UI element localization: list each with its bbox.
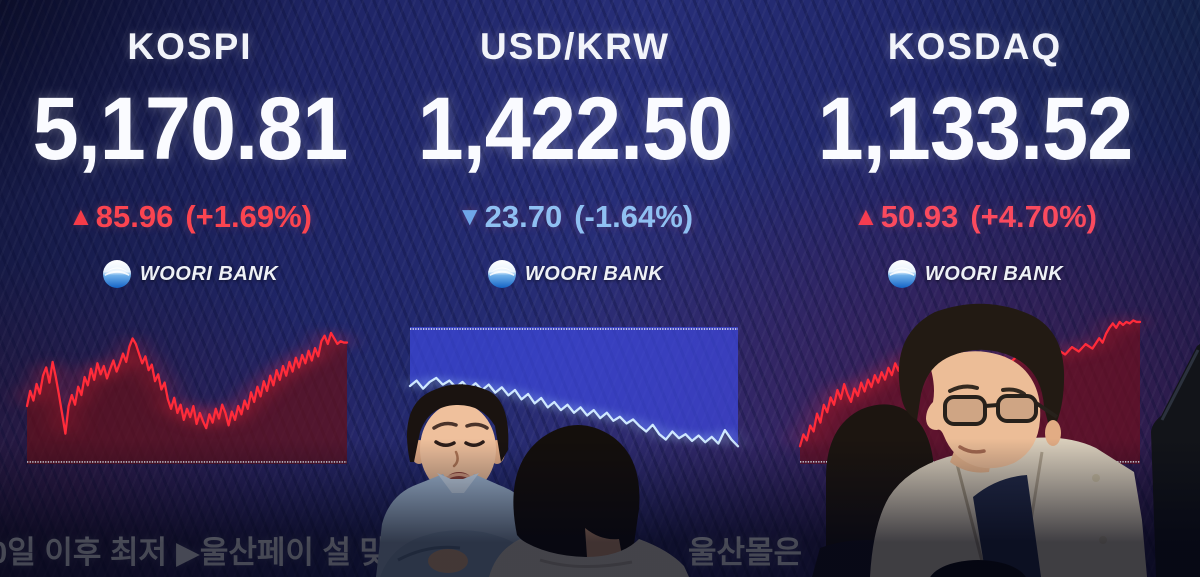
woori-bank-logo: WOORI BANK: [785, 258, 1165, 290]
index-panel-usdkrw: USD/KRW 1,422.50 ▼23.70 (-1.64%) WOORI BA…: [395, 0, 755, 310]
hair: [898, 303, 1065, 434]
change-percent: (+4.70%): [970, 199, 1097, 234]
woori-bank-logo: WOORI BANK: [395, 258, 755, 290]
person-smiling-silhouette: [376, 384, 543, 577]
woori-bank-wordmark: WOORI BANK: [139, 262, 279, 285]
nose: [452, 450, 459, 468]
jacket-button: [1092, 474, 1100, 482]
monitor-silhouette: [1151, 344, 1200, 577]
change-amount: 85.96: [95, 199, 174, 234]
eyebrow: [432, 421, 458, 430]
index-panel-kospi: KOSPI 5,170.81 ▲85.96 (+1.69%) WOORI BANK: [10, 0, 370, 310]
monitor-edge-highlight: [1160, 349, 1200, 421]
sleeve-fold: [397, 545, 461, 562]
woori-bank-wordmark: WOORI BANK: [524, 262, 664, 285]
jacket-button: [1099, 536, 1107, 544]
eyebrow: [1001, 387, 1026, 396]
ticker-text-segment: 0일 이후 최저: [0, 535, 168, 570]
glasses-left-lens: [943, 395, 987, 426]
up-triangle-icon: ▲: [853, 201, 879, 231]
ear: [1045, 420, 1061, 446]
glasses-right-lens: [996, 394, 1038, 423]
up-triangle-icon: ▲: [68, 201, 94, 231]
change-percent: (-1.64%): [574, 199, 694, 234]
person-glasses-silhouette: [870, 303, 1147, 577]
hand: [428, 549, 468, 573]
index-value: 1,133.52: [817, 78, 1134, 178]
ticker-text-segment: 울산몰은: [688, 535, 803, 570]
woori-bank-mark-icon: [887, 260, 916, 288]
change-amount: 23.70: [484, 199, 563, 234]
index-change-row: ▲85.96 (+1.69%): [10, 199, 370, 235]
kospi-intraday-chart: [27, 326, 347, 464]
hair: [513, 425, 640, 559]
smiling-eye: [434, 440, 456, 447]
index-panel-kosdaq: KOSDAQ 1,133.52 ▲50.93 (+4.70%) WOORI BAN…: [785, 0, 1165, 310]
usdkrw-intraday-chart: [410, 327, 738, 461]
glasses-bridge: [984, 403, 999, 408]
smiling-eye: [464, 440, 485, 447]
person-back-turned-silhouette: [489, 425, 689, 577]
index-name: KOSDAQ: [887, 26, 1063, 67]
hair: [407, 384, 509, 462]
mouth: [958, 445, 986, 454]
index-value: 1,422.50: [417, 78, 734, 178]
eyebrow: [948, 384, 979, 393]
inner-navy-shirt: [973, 475, 1041, 577]
down-triangle-icon: ▼: [456, 201, 483, 231]
sweater-fold: [539, 558, 633, 568]
woori-bank-wordmark: WOORI BANK: [924, 262, 1064, 285]
woori-bank-mark-icon: [487, 260, 516, 288]
index-value: 5,170.81: [32, 78, 349, 178]
woori-bank-logo: WOORI BANK: [10, 258, 370, 290]
sweater: [489, 539, 689, 577]
index-name: KOSPI: [127, 26, 253, 67]
index-change-row: ▼23.70 (-1.64%): [395, 199, 755, 235]
shirt-collar: [437, 473, 479, 493]
index-name: USD/KRW: [479, 26, 671, 67]
change-amount: 50.93: [880, 199, 959, 234]
change-percent: (+1.69%): [185, 199, 312, 234]
eyebrow: [465, 422, 489, 430]
jacket-lapel-line: [954, 459, 988, 577]
glasses-temple: [1034, 401, 1059, 419]
dark-object-silhouette: [930, 560, 1026, 577]
ticker-text-segment: ▶울산페이 설 맞이: [176, 535, 417, 570]
woori-bank-mark-icon: [102, 260, 131, 288]
index-change-row: ▲50.93 (+4.70%): [785, 199, 1165, 235]
